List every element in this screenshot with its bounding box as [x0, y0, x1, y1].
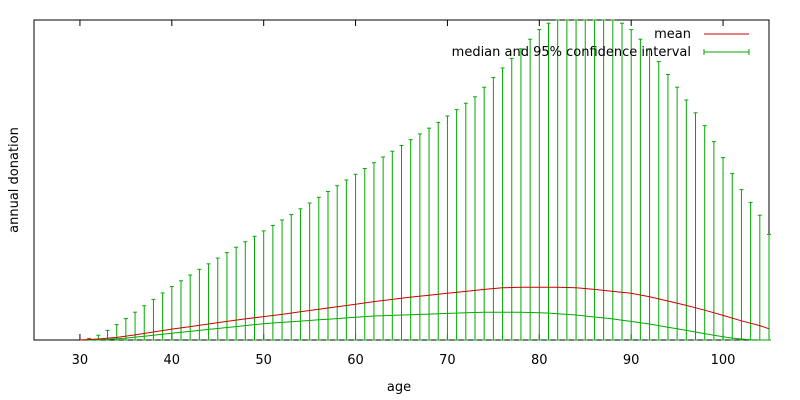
error-bar [326, 191, 330, 341]
error-bar [289, 214, 294, 341]
error-bar [473, 96, 477, 341]
error-bar [528, 38, 533, 341]
error-bar [188, 274, 193, 341]
x-axis-label: age [387, 380, 411, 395]
error-bar [463, 102, 468, 341]
error-bar [665, 73, 670, 341]
error-bar [390, 150, 395, 341]
error-bar [491, 77, 496, 341]
error-bar [647, 48, 652, 341]
error-bar [179, 280, 183, 341]
error-bar [583, 19, 588, 341]
legend-label-mean: mean [654, 27, 691, 42]
error-bar [693, 112, 698, 341]
error-bar [757, 214, 762, 341]
error-bar [399, 144, 404, 341]
error-bar [629, 29, 634, 341]
x-tick-label: 80 [531, 353, 548, 368]
error-bar [748, 201, 753, 341]
error-bar [427, 127, 432, 341]
legend-label-median: median and 95% confidence interval [452, 45, 691, 60]
error-bar [620, 22, 624, 341]
x-tick-label: 70 [439, 353, 456, 368]
error-bar [307, 202, 312, 341]
error-bar [675, 86, 680, 341]
error-bar [500, 67, 505, 341]
error-bar [436, 121, 441, 341]
error-bar [417, 133, 422, 341]
error-bar [574, 19, 579, 341]
error-bar [206, 263, 211, 341]
error-bar [555, 19, 560, 341]
error-bar [371, 162, 376, 341]
error-bar [564, 19, 569, 341]
x-tick-label: 100 [711, 353, 736, 368]
y-axis-label: annual donation [7, 127, 22, 233]
legend-swatch-median [703, 49, 750, 55]
legend: mean median and 95% confidence interval [452, 27, 750, 60]
error-bar [133, 311, 138, 341]
error-bar [739, 189, 744, 341]
error-bar [234, 246, 239, 341]
error-bar [243, 241, 248, 341]
x-tick-label: 40 [164, 353, 181, 368]
error-bar [656, 61, 661, 341]
error-bar [767, 233, 771, 341]
error-bar [316, 196, 321, 341]
error-bar [408, 139, 413, 341]
error-bar [381, 156, 386, 341]
error-bar [142, 305, 147, 341]
error-bar [362, 167, 367, 341]
mean-line [79, 286, 770, 341]
error-bar [197, 268, 202, 341]
error-bar [702, 125, 707, 341]
error-bar [684, 99, 689, 341]
error-bar [509, 57, 514, 341]
error-bar [711, 141, 716, 341]
error-bar [610, 19, 615, 341]
error-bar [270, 224, 275, 341]
x-tick-label: 30 [72, 353, 89, 368]
error-bar [169, 286, 174, 341]
x-tick-label: 90 [623, 353, 640, 368]
error-bar [537, 29, 542, 341]
error-bar [454, 109, 459, 341]
error-bar [721, 157, 726, 341]
error-bar [151, 298, 156, 341]
error-bar [353, 173, 358, 341]
median-line [89, 311, 769, 341]
error-bar [638, 38, 643, 341]
x-axis-ticks: 30 40 50 60 70 80 90 100 [72, 20, 736, 368]
error-bar [215, 257, 220, 341]
x-tick-label: 60 [347, 353, 364, 368]
error-bar [261, 230, 266, 341]
error-bar [344, 179, 349, 341]
error-bar [160, 292, 165, 341]
error-bar [601, 19, 606, 341]
error-bar [482, 86, 487, 341]
x-tick-label: 50 [255, 353, 272, 368]
error-bar [252, 235, 257, 341]
error-bar [280, 219, 285, 341]
error-bar [592, 19, 597, 341]
error-bar [224, 252, 229, 341]
error-bar [335, 185, 340, 341]
confidence-interval-bars [87, 19, 771, 341]
error-bar [445, 115, 450, 341]
error-bar [730, 173, 735, 341]
error-bar [518, 48, 523, 341]
error-bar [298, 208, 303, 341]
error-bar [546, 22, 551, 341]
